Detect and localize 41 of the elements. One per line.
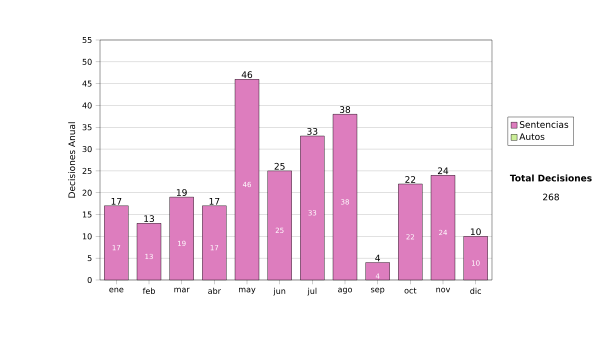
y-tick-label: 10: [82, 233, 92, 240]
x-tick-label: mar: [174, 288, 190, 292]
y-tick-label: 20: [82, 190, 92, 196]
x-tick-label: sep: [371, 288, 384, 294]
y-tick-label: 5: [88, 255, 92, 262]
x-tick-label: jun: [273, 288, 286, 296]
y-tick-label: 40: [82, 102, 92, 108]
total-label: 17: [112, 198, 122, 205]
y-tick-label: 30: [82, 146, 92, 152]
total-label: 46: [242, 71, 252, 78]
text: 268: [543, 194, 559, 200]
x-tick-label: abr: [208, 288, 221, 294]
x-tick-label: nov: [436, 288, 450, 292]
y-tick-label: 50: [82, 58, 92, 65]
total-label: 33: [307, 128, 318, 135]
x-tick-label: ago: [338, 288, 352, 294]
x-tick-label: ene: [109, 288, 124, 292]
total-label: 10: [470, 228, 481, 236]
x-tick-label: jul: [307, 288, 316, 296]
total-label: 13: [144, 215, 154, 222]
x-tick-label: oct: [404, 288, 416, 294]
text: Total Decisiones: [510, 174, 592, 182]
total-label: 17: [210, 198, 220, 205]
y-axis-title: Decisiones Anual: [68, 122, 76, 198]
y-tick-label: 0: [88, 276, 92, 284]
total-label: 24: [438, 167, 448, 174]
x-tick-label: feb: [142, 288, 155, 294]
total-label: 4: [375, 254, 380, 262]
y-tick-label: 55: [82, 37, 92, 43]
legend-label: Sentencias: [520, 120, 568, 128]
x-tick-label: may: [239, 288, 256, 294]
total-label: 22: [405, 176, 416, 183]
x-tick-label: dic: [470, 288, 482, 294]
total-label: 38: [340, 106, 350, 113]
y-tick-label: 15: [82, 212, 92, 218]
legend-label: Autos: [519, 133, 544, 140]
y-tick-label: 25: [82, 168, 92, 174]
y-tick-label: 35: [82, 124, 92, 130]
total-label: 19: [176, 189, 187, 196]
total-label: 25: [274, 162, 285, 170]
y-tick-label: 45: [82, 80, 92, 87]
